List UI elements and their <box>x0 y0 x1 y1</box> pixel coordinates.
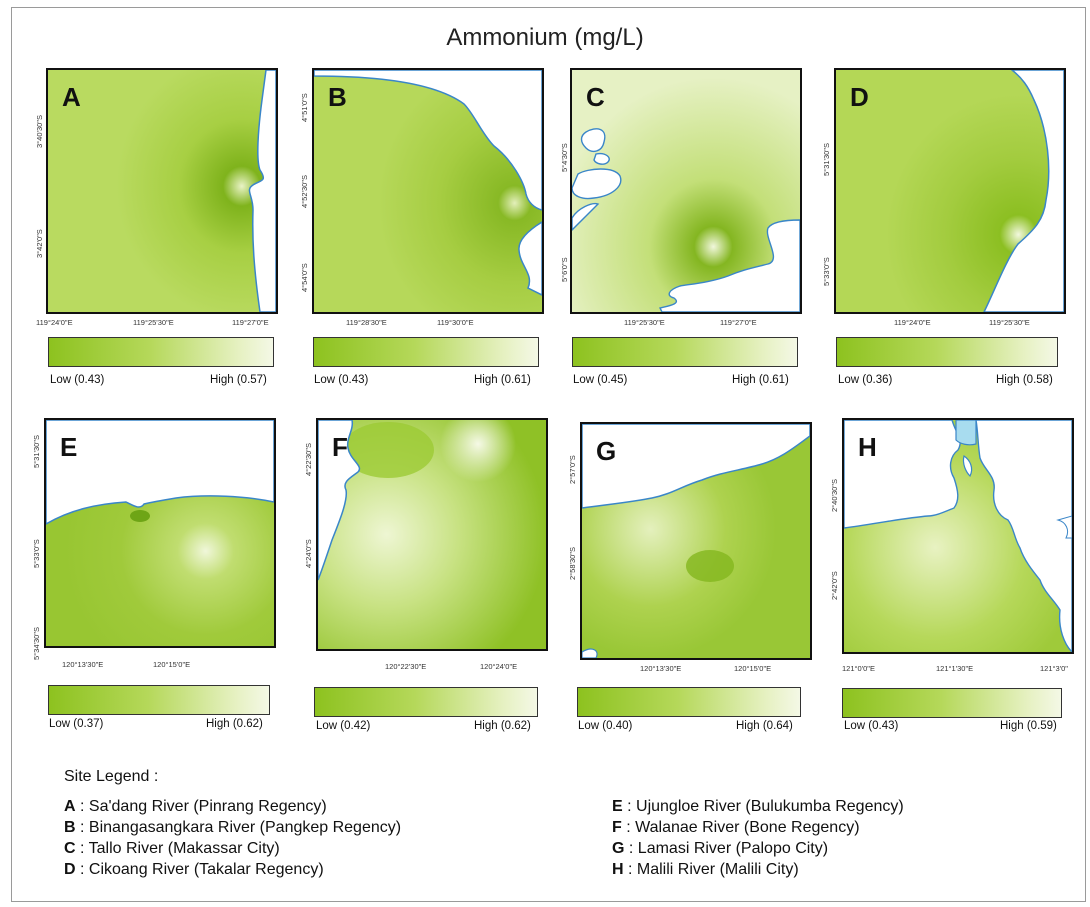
site-legend-item: G : Lamasi River (Palopo City) <box>612 840 829 857</box>
legend-high-label: High (0.62) <box>474 720 531 732</box>
panel-letter: D <box>850 82 869 112</box>
map-f <box>316 418 548 651</box>
map-panel-f: F <box>316 418 548 651</box>
lon-tick: 119°24'0"E <box>894 318 931 327</box>
lon-tick: 120°13'30"E <box>640 664 682 673</box>
map-b <box>312 68 544 314</box>
lon-tick: 121°3'0" <box>1040 664 1068 673</box>
legend-low-label: Low (0.36) <box>838 374 893 386</box>
map-panel-e: E <box>44 418 276 648</box>
lat-tick: 2°57'0"S <box>568 455 577 484</box>
lat-tick: 5°34'30"S <box>32 627 41 660</box>
legend-high-label: High (0.59) <box>1000 720 1057 732</box>
lat-tick: 5°6'0"S <box>560 257 569 282</box>
color-ramp-legend <box>48 337 274 367</box>
lat-tick: 5°33'0"S <box>32 539 41 568</box>
site-legend-item: B : Binangasangkara River (Pangkep Regen… <box>64 819 402 836</box>
lat-tick: 5°31'30"S <box>822 143 831 176</box>
map-d <box>834 68 1066 314</box>
lat-tick: 4°52'30"S <box>300 175 309 208</box>
map-a <box>46 68 278 314</box>
map-panel-a: A <box>46 68 278 314</box>
lon-tick: 120°24'0"E <box>480 662 518 671</box>
legend-low-label: Low (0.43) <box>844 720 899 732</box>
lat-tick: 2°42'0"S <box>830 571 839 600</box>
lat-tick: 3°40'30"S <box>35 115 44 148</box>
legend-high-label: High (0.61) <box>732 374 789 386</box>
legend-high-label: High (0.57) <box>210 374 267 386</box>
lat-tick: 3°42'0"S <box>35 229 44 258</box>
legend-low-label: Low (0.45) <box>573 374 628 386</box>
lat-tick: 4°22'30"S <box>304 443 313 476</box>
site-legend-item: A : Sa'dang River (Pinrang Regency) <box>64 798 327 815</box>
lon-tick: 120°13'30"E <box>62 660 104 669</box>
color-ramp-legend <box>842 688 1062 718</box>
lon-tick: 119°27'0"E <box>720 318 757 327</box>
map-panel-d: D <box>834 68 1066 314</box>
lat-tick: 5°4'30"S <box>560 143 569 172</box>
color-ramp-legend <box>836 337 1058 367</box>
legend-high-label: High (0.58) <box>996 374 1053 386</box>
map-g <box>580 422 812 660</box>
site-legend-item: E : Ujungloe River (Bulukumba Regency) <box>612 798 904 815</box>
lon-tick: 119°27'0"E <box>232 318 269 327</box>
legend-high-label: High (0.64) <box>736 720 793 732</box>
legend-low-label: Low (0.40) <box>578 720 633 732</box>
lat-tick: 4°51'0"S <box>300 93 309 122</box>
legend-low-label: Low (0.37) <box>49 718 104 730</box>
color-ramp-legend <box>572 337 798 367</box>
map-panel-b: B <box>312 68 544 314</box>
legend-high-label: High (0.61) <box>474 374 531 386</box>
lat-tick: 4°54'0"S <box>300 263 309 292</box>
site-legend-item: D : Cikoang River (Takalar Regency) <box>64 861 324 878</box>
lon-tick: 120°15'0"E <box>734 664 772 673</box>
color-ramp-legend <box>313 337 539 367</box>
site-legend-item: H : Malili River (Malili City) <box>612 861 799 878</box>
figure-title: Ammonium (mg/L) <box>446 24 644 51</box>
map-panel-g: G <box>580 422 812 660</box>
lon-tick: 121°0'0"E <box>842 664 875 673</box>
map-h <box>842 418 1074 654</box>
lon-tick: 120°15'0"E <box>153 660 191 669</box>
panel-letter: F <box>332 432 348 462</box>
site-legend-item: C : Tallo River (Makassar City) <box>64 840 280 857</box>
panel-letter: C <box>586 82 605 112</box>
panel-letter: H <box>858 432 877 462</box>
lat-tick: 4°24'0"S <box>304 539 313 568</box>
lon-tick: 119°25'30"E <box>133 318 174 327</box>
lat-tick: 5°31'30"S <box>32 435 41 468</box>
lon-tick: 119°25'30"E <box>624 318 665 327</box>
lon-tick: 120°22'30"E <box>385 662 427 671</box>
panel-letter: B <box>328 82 347 112</box>
legend-low-label: Low (0.43) <box>314 374 369 386</box>
lat-tick: 5°33'0"S <box>822 257 831 286</box>
legend-low-label: Low (0.42) <box>316 720 371 732</box>
map-panel-h: H <box>842 418 1074 654</box>
site-legend-right: E : Ujungloe River (Bulukumba Regency) F… <box>612 796 904 880</box>
map-e <box>44 418 276 648</box>
legend-low-label: Low (0.43) <box>50 374 105 386</box>
panel-letter: G <box>596 436 617 466</box>
lon-tick: 121°1'30"E <box>936 664 974 673</box>
lon-tick: 119°24'0"E <box>36 318 73 327</box>
lat-tick: 2°40'30"S <box>830 479 839 512</box>
color-ramp-legend <box>577 687 801 717</box>
site-legend-left: A : Sa'dang River (Pinrang Regency) B : … <box>64 796 401 880</box>
site-legend-title: Site Legend : <box>64 768 159 785</box>
map-c <box>570 68 802 314</box>
legend-high-label: High (0.62) <box>206 718 263 730</box>
lon-tick: 119°25'30"E <box>989 318 1030 327</box>
map-panel-c: C <box>570 68 802 314</box>
site-legend-item: F : Walanae River (Bone Regency) <box>612 819 860 836</box>
color-ramp-legend <box>48 685 270 715</box>
figure-frame <box>11 7 1086 902</box>
lon-tick: 119°30'0"E <box>437 318 474 327</box>
panel-letter: A <box>62 82 81 112</box>
panel-letter: E <box>60 432 78 462</box>
color-ramp-legend <box>314 687 538 717</box>
lon-tick: 119°28'30"E <box>346 318 387 327</box>
lat-tick: 2°58'30"S <box>568 547 577 580</box>
